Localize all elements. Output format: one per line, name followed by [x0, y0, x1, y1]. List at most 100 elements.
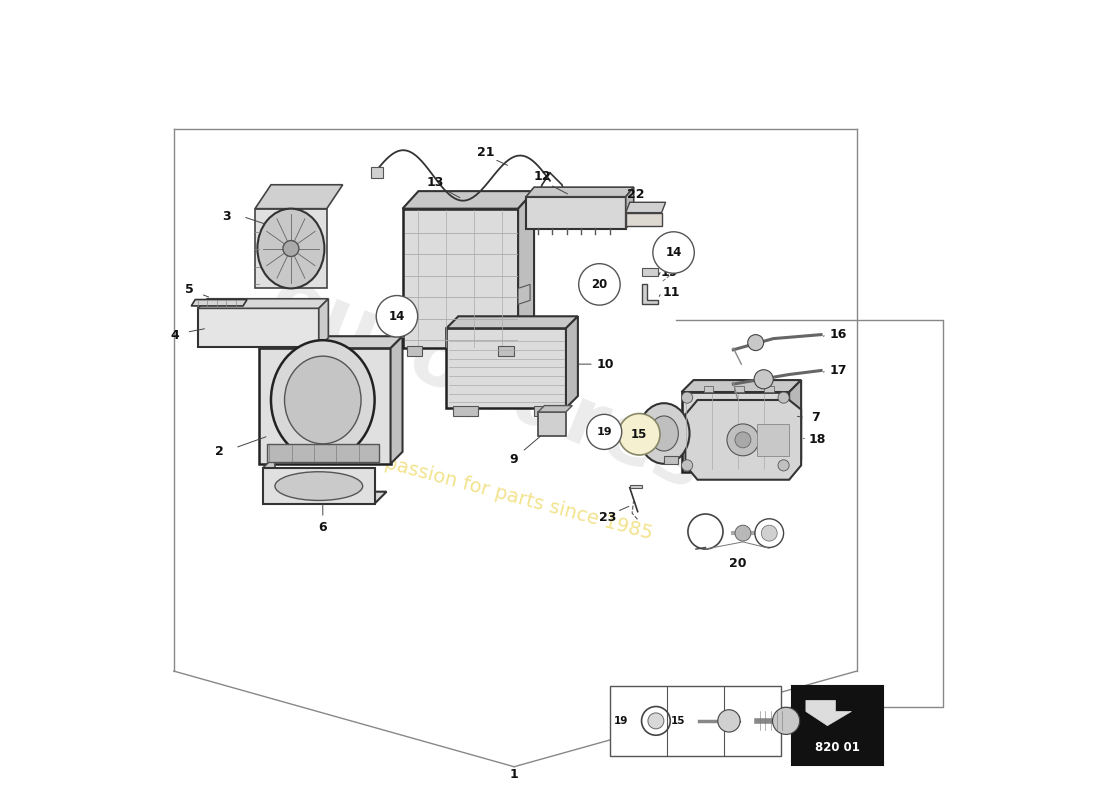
- Text: 14: 14: [666, 246, 682, 259]
- Text: 6: 6: [319, 521, 327, 534]
- Polygon shape: [258, 348, 390, 464]
- Text: 9: 9: [509, 454, 518, 466]
- Polygon shape: [447, 328, 565, 408]
- Text: 2: 2: [214, 446, 223, 458]
- Polygon shape: [664, 456, 678, 464]
- Text: 15: 15: [671, 716, 685, 726]
- Ellipse shape: [650, 416, 679, 451]
- Polygon shape: [263, 468, 375, 504]
- Polygon shape: [263, 492, 386, 504]
- Text: 10: 10: [597, 358, 615, 370]
- Text: 11: 11: [662, 286, 680, 299]
- Polygon shape: [682, 380, 801, 392]
- Text: 20: 20: [592, 278, 607, 291]
- Polygon shape: [806, 701, 851, 726]
- Circle shape: [652, 232, 694, 274]
- Text: 7: 7: [811, 411, 819, 424]
- Text: 16: 16: [829, 328, 847, 341]
- Text: 12: 12: [534, 170, 551, 183]
- Circle shape: [778, 392, 789, 403]
- Circle shape: [748, 334, 763, 350]
- Text: 5: 5: [185, 283, 194, 297]
- Bar: [792, 686, 883, 765]
- Ellipse shape: [257, 209, 324, 288]
- Text: 19: 19: [614, 716, 628, 726]
- Text: 4: 4: [170, 329, 179, 342]
- Polygon shape: [255, 209, 327, 288]
- Text: 20: 20: [728, 557, 746, 570]
- Polygon shape: [453, 406, 478, 416]
- Text: 18: 18: [808, 434, 826, 446]
- Polygon shape: [685, 400, 801, 480]
- Polygon shape: [812, 708, 844, 716]
- Circle shape: [735, 432, 751, 448]
- Polygon shape: [198, 298, 329, 308]
- Text: 23: 23: [598, 510, 616, 524]
- Text: 13: 13: [427, 176, 444, 189]
- Circle shape: [772, 707, 800, 734]
- Text: 8: 8: [639, 441, 648, 454]
- Polygon shape: [403, 209, 518, 348]
- Text: 14: 14: [728, 716, 743, 726]
- Circle shape: [778, 460, 789, 471]
- Polygon shape: [757, 424, 789, 456]
- Text: 19: 19: [661, 266, 679, 279]
- Polygon shape: [538, 412, 565, 436]
- Text: a passion for parts since 1985: a passion for parts since 1985: [365, 448, 654, 543]
- Polygon shape: [390, 336, 403, 464]
- Text: 15: 15: [631, 428, 648, 441]
- Text: 14: 14: [388, 310, 405, 322]
- Polygon shape: [565, 316, 578, 408]
- Polygon shape: [518, 285, 530, 304]
- Polygon shape: [498, 346, 514, 356]
- Polygon shape: [447, 316, 578, 328]
- Polygon shape: [626, 213, 661, 226]
- Circle shape: [618, 414, 660, 455]
- Circle shape: [682, 460, 693, 471]
- Circle shape: [755, 370, 773, 389]
- Polygon shape: [319, 298, 329, 346]
- Circle shape: [718, 710, 740, 732]
- Polygon shape: [526, 187, 634, 197]
- Polygon shape: [255, 185, 343, 209]
- Polygon shape: [641, 269, 658, 277]
- Polygon shape: [682, 392, 789, 472]
- Polygon shape: [535, 406, 558, 416]
- Text: 3: 3: [222, 210, 231, 223]
- Polygon shape: [267, 444, 378, 462]
- Polygon shape: [526, 197, 626, 229]
- Circle shape: [376, 295, 418, 337]
- Polygon shape: [789, 380, 801, 472]
- Polygon shape: [629, 485, 641, 489]
- Polygon shape: [538, 406, 572, 412]
- Polygon shape: [704, 386, 714, 392]
- Polygon shape: [626, 202, 666, 213]
- Polygon shape: [198, 308, 319, 346]
- Circle shape: [648, 713, 664, 729]
- Polygon shape: [407, 346, 422, 356]
- Circle shape: [761, 525, 778, 541]
- Polygon shape: [263, 456, 275, 504]
- Polygon shape: [258, 336, 403, 348]
- Text: europares: europares: [257, 262, 715, 506]
- Ellipse shape: [271, 340, 375, 460]
- Text: 1: 1: [509, 768, 518, 781]
- Text: 17: 17: [829, 364, 847, 377]
- Ellipse shape: [275, 472, 363, 501]
- Polygon shape: [403, 191, 535, 209]
- Bar: [609, 686, 781, 755]
- Polygon shape: [641, 285, 658, 304]
- Text: 22: 22: [627, 188, 645, 201]
- Circle shape: [735, 525, 751, 541]
- Ellipse shape: [285, 356, 361, 444]
- Polygon shape: [191, 299, 248, 306]
- Polygon shape: [764, 386, 774, 392]
- Circle shape: [283, 241, 299, 257]
- Text: 21: 21: [477, 146, 495, 158]
- Polygon shape: [734, 386, 744, 392]
- Circle shape: [579, 264, 620, 305]
- Ellipse shape: [638, 403, 690, 464]
- Polygon shape: [626, 187, 634, 229]
- Circle shape: [586, 414, 622, 450]
- Text: 19: 19: [596, 427, 612, 437]
